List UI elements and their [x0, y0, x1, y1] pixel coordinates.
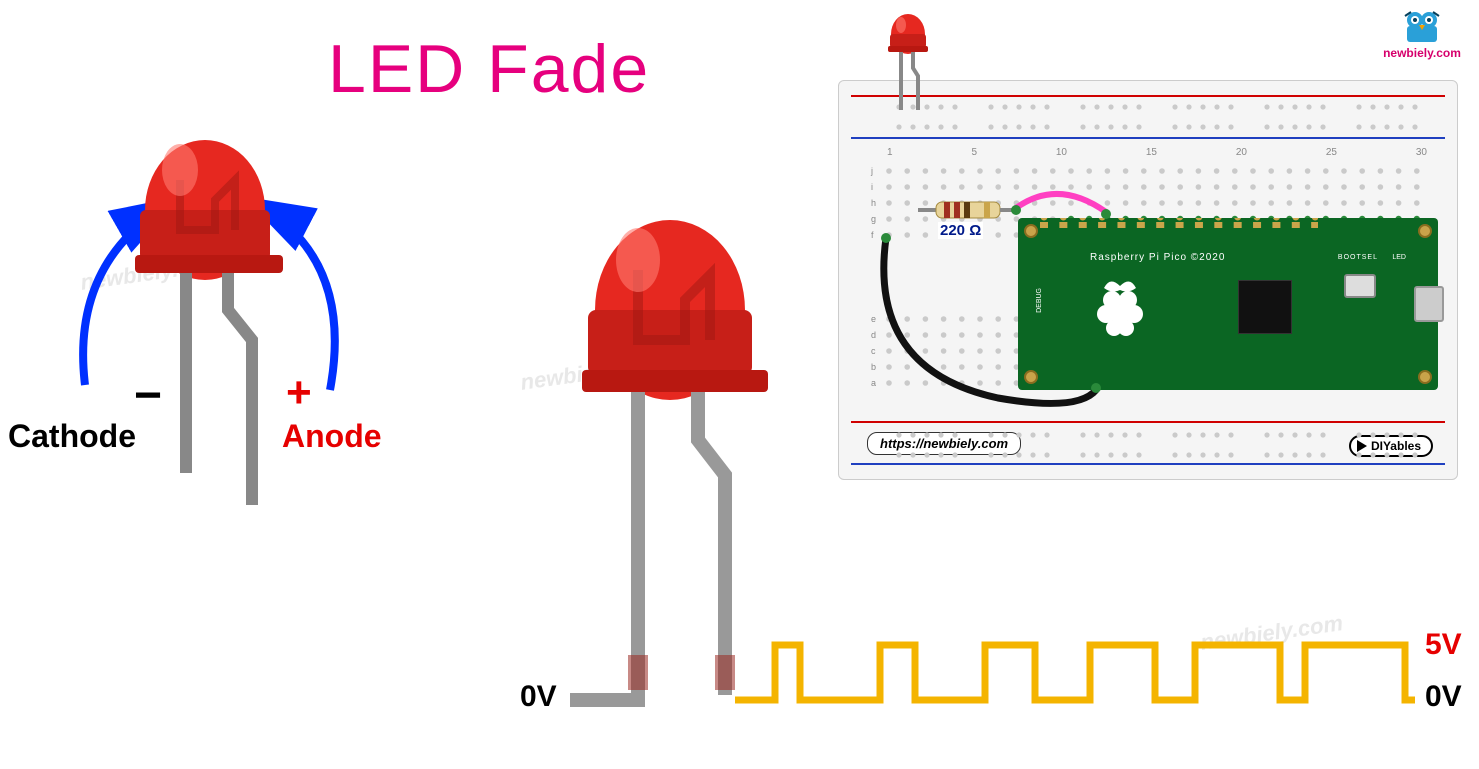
cathode-symbol: −	[134, 368, 162, 423]
pico-bootsel-button[interactable]	[1344, 274, 1376, 298]
svg-text:j: j	[870, 166, 873, 176]
svg-text:i: i	[871, 182, 873, 192]
svg-text:f: f	[871, 230, 874, 240]
anode-symbol: +	[286, 368, 312, 418]
pico-board-label: Raspberry Pi Pico ©2020	[1090, 252, 1225, 263]
raspberry-logo-icon	[1090, 272, 1150, 336]
raspberry-pi-pico: Raspberry Pi Pico ©2020 BOOTSEL LED DEBU…	[1018, 218, 1438, 390]
led-bulb-large-left	[135, 140, 283, 280]
pico-debug-label: DEBUG	[1036, 288, 1043, 313]
svg-text:g: g	[871, 214, 876, 224]
svg-text:d: d	[871, 330, 876, 340]
pico-usb-port	[1414, 286, 1444, 322]
cathode-label: Cathode	[8, 418, 136, 455]
svg-text:b: b	[871, 362, 876, 372]
page-title: LED Fade	[328, 30, 650, 108]
led-leg-anode	[228, 273, 252, 505]
led-center-leg-anode	[698, 392, 725, 695]
led-pinout-diagram	[0, 110, 420, 530]
brand-logo: newbiely.com	[1377, 8, 1467, 60]
pico-bootsel-label: BOOTSEL	[1338, 254, 1378, 261]
resistor-label: 220 Ω	[938, 222, 983, 239]
svg-text:h: h	[871, 198, 876, 208]
led-bulb-large-center	[582, 220, 768, 400]
owl-icon	[1397, 8, 1447, 46]
led-small-breadboard	[878, 10, 938, 120]
led-leg-cathode	[180, 273, 192, 473]
led-center-leg-cathode	[570, 392, 638, 700]
anode-label: Anode	[282, 418, 382, 455]
pwm-left-0v-label: 0V	[520, 680, 557, 714]
brand-name: newbiely.com	[1377, 46, 1467, 60]
svg-text:c: c	[871, 346, 876, 356]
svg-text:a: a	[871, 378, 876, 388]
pwm-5v-label: 5V	[1425, 628, 1462, 662]
svg-text:e: e	[871, 314, 876, 324]
pico-led-label: LED	[1392, 254, 1406, 261]
pwm-0v-label: 0V	[1425, 680, 1462, 714]
pwm-waveform	[735, 645, 1415, 700]
pico-rp2040-chip	[1238, 280, 1292, 334]
